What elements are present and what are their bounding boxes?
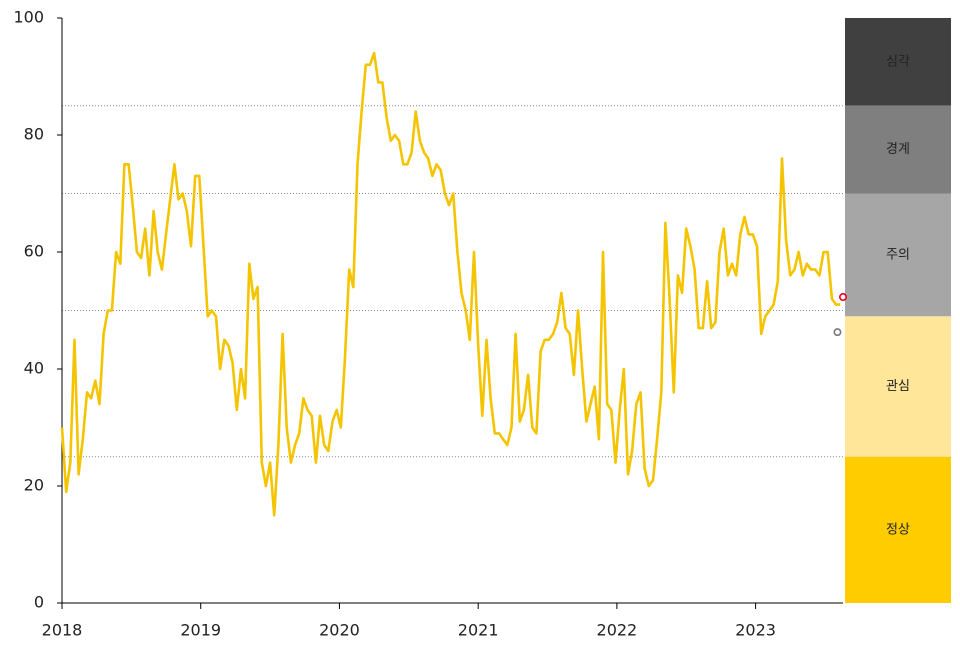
- band: [845, 105, 951, 194]
- band: [845, 18, 951, 106]
- end-marker: [833, 328, 842, 337]
- x-tick-label: 2019: [180, 621, 221, 640]
- x-tick-label: 2021: [458, 621, 499, 640]
- y-tick-label: 0: [34, 593, 44, 612]
- band-label: 심각: [886, 54, 910, 69]
- band-label: 관심: [886, 379, 910, 394]
- end-marker: [838, 293, 847, 302]
- x-tick-label: 2022: [597, 621, 638, 640]
- band: [845, 456, 951, 603]
- band: [845, 193, 951, 317]
- y-tick-label: 40: [24, 359, 44, 378]
- band: [845, 316, 951, 457]
- y-tick-label: 60: [24, 242, 44, 261]
- x-tick-label: 2018: [42, 621, 83, 640]
- y-tick-label: 80: [24, 125, 44, 144]
- y-tick-label: 20: [24, 476, 44, 495]
- x-tick-label: 2020: [319, 621, 360, 640]
- band-label: 정상: [886, 522, 910, 537]
- band-label: 경계: [886, 142, 910, 157]
- band-label: 주의: [886, 247, 910, 262]
- line: [60, 51, 841, 517]
- x-tick-label: 2023: [735, 621, 776, 640]
- y-tick-label: 100: [13, 8, 44, 27]
